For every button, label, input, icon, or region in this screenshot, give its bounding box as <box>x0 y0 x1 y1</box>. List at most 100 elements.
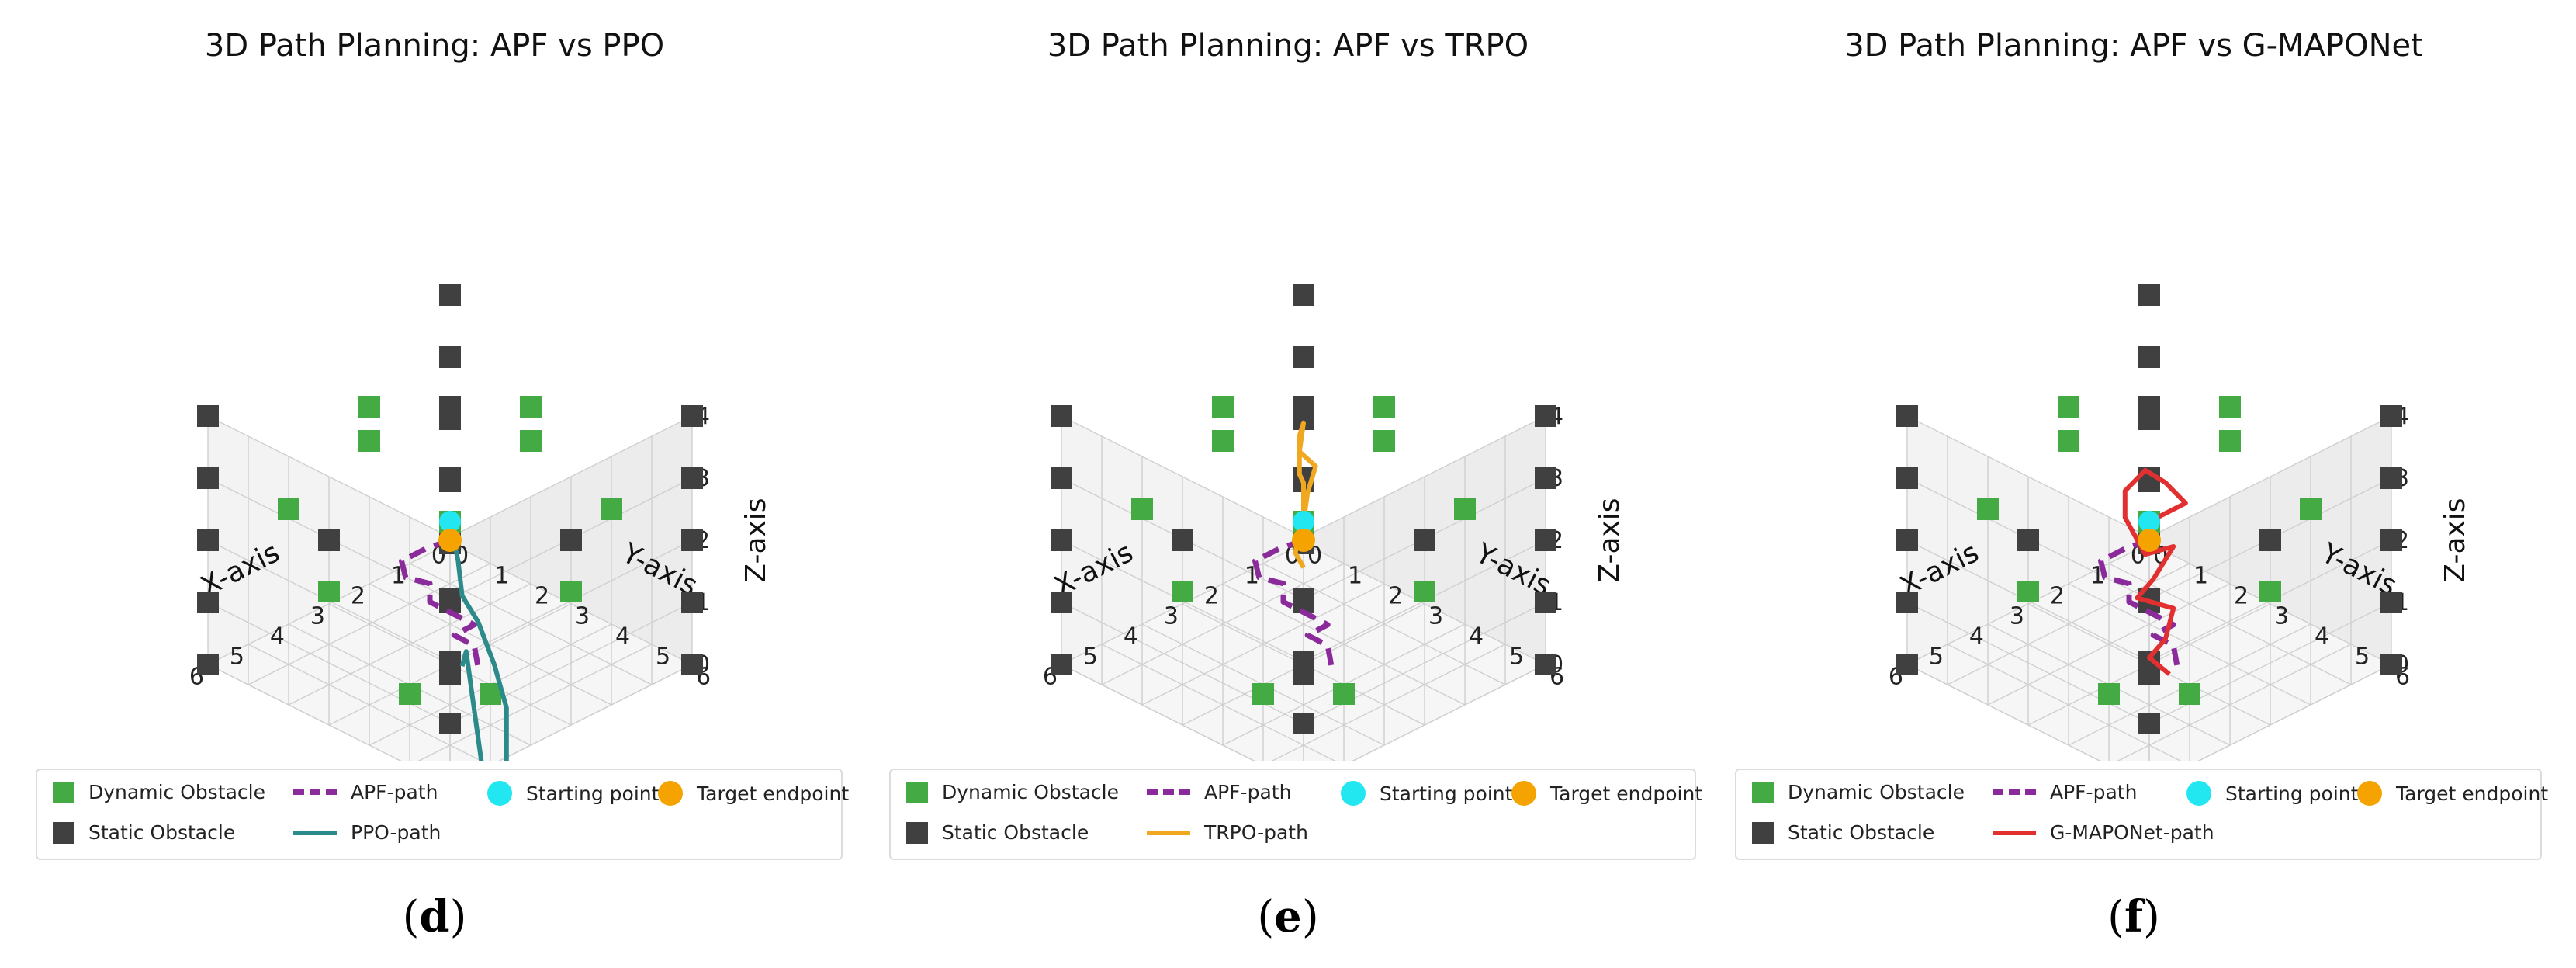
z-axis-label: Z-axis <box>740 498 772 582</box>
static-obstacle <box>560 529 582 551</box>
dynamic-obstacle <box>601 498 622 520</box>
static-obstacle <box>2259 529 2281 551</box>
static-obstacle <box>1414 529 1435 551</box>
dynamic-obstacle <box>1172 581 1193 602</box>
legend-swatch-path <box>293 830 337 835</box>
y-tick-label: 3 <box>575 603 590 630</box>
z-axis-label: Z-axis <box>1594 498 1626 582</box>
static-obstacle <box>1535 405 1556 427</box>
legend-swatch-static <box>1752 821 1774 844</box>
legend-swatch-dynamic <box>1752 781 1774 803</box>
static-obstacle <box>1896 654 1918 675</box>
legend-label: Dynamic Obstacle <box>1788 781 1965 803</box>
y-tick-label: 1 <box>1348 563 1362 590</box>
starting-point <box>2138 511 2160 533</box>
starting-point <box>439 511 461 533</box>
z-axis-label: Z-axis <box>2439 498 2471 582</box>
legend-swatch-path <box>1147 830 1190 835</box>
static-obstacle <box>2138 396 2160 418</box>
y-tick-label: 2 <box>2234 583 2249 610</box>
y-tick-label: 2 <box>1388 583 1403 610</box>
legend-label: TRPO-path <box>1204 821 1308 844</box>
static-obstacle <box>681 529 703 551</box>
apf-path <box>1252 537 1335 669</box>
y-tick-label: 3 <box>1428 603 1443 630</box>
legend-swatch-static <box>906 821 928 844</box>
dynamic-obstacle <box>2259 581 2281 602</box>
legend-item-apf: APF-path <box>1993 781 2137 803</box>
legend-item-start: Starting point <box>2186 781 2358 806</box>
static-obstacle <box>439 346 461 368</box>
caption-close: ) <box>2143 892 2160 942</box>
legend-label: Target endpoint <box>1550 782 1703 805</box>
caption-close: ) <box>449 892 467 942</box>
static-obstacle <box>1051 592 1072 613</box>
static-obstacle <box>1293 284 1314 306</box>
legend-label: G-MAPONet-path <box>2050 821 2214 844</box>
x-tick-label: 3 <box>310 603 325 630</box>
caption-letter: f <box>2124 891 2144 942</box>
target-endpoint <box>1292 529 1315 552</box>
static-obstacle <box>1896 405 1918 427</box>
target-endpoint <box>2138 529 2161 552</box>
legend-item-static: Static Obstacle <box>906 821 1089 844</box>
legend-label: Dynamic Obstacle <box>942 781 1119 803</box>
legend-item-path: PPO-path <box>293 821 441 844</box>
panel-caption: (f) <box>1707 891 2560 942</box>
x-tick-label: 2 <box>351 583 365 610</box>
static-obstacle <box>1051 405 1072 427</box>
y-tick-label: 5 <box>2355 644 2370 671</box>
static-obstacle <box>197 467 219 489</box>
chart-title: 3D Path Planning: APF vs PPO <box>204 28 665 64</box>
legend-label: Starting point <box>526 782 660 805</box>
legend-item-static: Static Obstacle <box>53 821 235 844</box>
static-obstacle <box>1896 467 1918 489</box>
dynamic-obstacle <box>1252 683 1274 705</box>
static-obstacle <box>439 396 461 418</box>
legend-swatch-dynamic <box>53 781 74 803</box>
dynamic-obstacle <box>1454 498 1476 520</box>
static-obstacle <box>2380 529 2402 551</box>
static-obstacle <box>439 663 461 685</box>
y-tick-label: 2 <box>535 583 549 610</box>
caption-open: ( <box>402 892 420 942</box>
static-obstacle <box>2138 713 2160 734</box>
dynamic-obstacle <box>278 498 299 520</box>
legend-item-start: Starting point <box>487 781 659 806</box>
legend-swatch-apf <box>293 789 337 795</box>
static-obstacle <box>1535 592 1556 613</box>
dynamic-obstacle <box>1131 498 1153 520</box>
legend-item-path: TRPO-path <box>1147 821 1308 844</box>
dynamic-obstacle <box>2058 396 2079 418</box>
dynamic-obstacle <box>358 396 380 418</box>
legend: Dynamic Obstacle Static Obstacle APF-pat… <box>889 769 1702 860</box>
x-tick-label: 2 <box>2050 583 2065 610</box>
static-obstacle <box>318 529 340 551</box>
legend-swatch-target <box>2357 781 2382 806</box>
gridline <box>207 664 693 761</box>
y-tick-label: 3 <box>2274 603 2289 630</box>
legend-item-path: G-MAPONet-path <box>1993 821 2214 844</box>
legend-label: APF-path <box>351 781 438 803</box>
dynamic-obstacle <box>1977 498 1999 520</box>
legend-item-target: Target endpoint <box>658 781 849 806</box>
starting-point <box>1293 511 1314 533</box>
dynamic-obstacle <box>520 396 542 418</box>
dynamic-obstacle <box>1373 396 1395 418</box>
dynamic-obstacle <box>1373 430 1395 452</box>
legend-label: Starting point <box>2225 782 2359 805</box>
legend-swatch-target <box>658 781 683 806</box>
dynamic-obstacle <box>399 683 421 705</box>
legend-swatch-apf <box>1147 789 1190 795</box>
static-obstacle <box>1535 654 1556 675</box>
y-tick-label: 4 <box>615 623 630 651</box>
legend: Dynamic Obstacle Static Obstacle APF-pat… <box>1735 769 2548 860</box>
dynamic-obstacle <box>2300 498 2322 520</box>
static-obstacle <box>1051 529 1072 551</box>
legend-swatch-target <box>1511 781 1536 806</box>
static-obstacle <box>2138 284 2160 306</box>
static-obstacle <box>439 713 461 734</box>
